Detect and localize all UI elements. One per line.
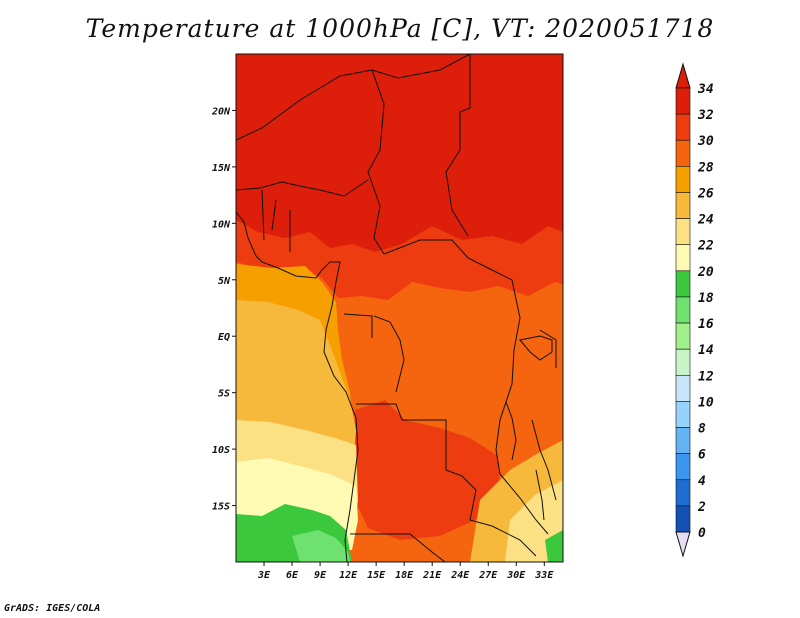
colorbar-label: 22: [697, 239, 714, 254]
lake-3: [519, 335, 553, 361]
lat-tick-label: 5N: [218, 276, 231, 287]
colorbar-swatch: [675, 113, 691, 141]
border-north-4: [236, 179, 369, 197]
colorbar-label: 32: [697, 108, 714, 123]
colorbar-label: 26: [697, 186, 714, 201]
colorbar-bottom-arrow: [675, 531, 691, 558]
colorbar-label: 20: [697, 265, 714, 280]
coastline-west: [236, 211, 359, 562]
lon-tick-label: 21E: [422, 570, 442, 581]
lon-tick-label: 27E: [478, 570, 498, 581]
colorbar-swatch: [675, 427, 691, 454]
border-8: [356, 403, 477, 521]
colorbar-label: 4: [698, 474, 706, 489]
grads-credit: GrADS: IGES/COLA: [4, 603, 101, 614]
map-borders: [236, 54, 557, 562]
colorbar-label: 10: [698, 395, 714, 410]
colorbar-label: 30: [697, 134, 714, 149]
longitude-axis: 3E 6E 9E 12E 15E 18E 21E 24E 27E 30E 33E: [257, 562, 554, 581]
colorbar-swatch: [675, 374, 691, 402]
colorbar-swatch: [675, 453, 691, 481]
colorbar-swatch: [675, 218, 691, 246]
border-5: [343, 313, 405, 393]
colorbar-swatch: [675, 322, 691, 350]
border-6: [383, 239, 513, 281]
field-20-east-band: [545, 530, 563, 562]
field-32-inner-band: [355, 400, 500, 540]
colorbar-swatch: [675, 166, 691, 193]
lon-tick-label: 9E: [314, 570, 327, 581]
colorbar-label: 2: [697, 500, 706, 515]
border-north-3: [367, 69, 385, 255]
colorbar-swatch: [675, 401, 691, 428]
colorbar-label: 16: [698, 317, 714, 332]
colorbar-swatch: [675, 348, 691, 376]
map-frame: [235, 53, 564, 563]
colorbar-label: 34: [697, 82, 714, 97]
border-11: [531, 329, 557, 501]
colorbar-label: 12: [698, 369, 714, 384]
field-18-band: [292, 530, 350, 562]
lon-tick-label: 12E: [339, 570, 358, 581]
colorbar-swatch: [675, 87, 691, 115]
lon-tick-label: 24E: [450, 570, 470, 581]
temperature-field: [236, 54, 563, 562]
colorbar-swatch: [675, 270, 691, 298]
colorbar-label: 28: [697, 160, 714, 175]
lon-tick-label: 3E: [257, 570, 271, 581]
lat-tick-label: 5S: [218, 389, 230, 400]
colorbar-swatch: [675, 505, 691, 533]
lat-tick-label: 10N: [212, 219, 231, 230]
border-10: [469, 473, 549, 557]
lon-tick-label: 6E: [286, 570, 299, 581]
colorbar-label: 8: [698, 422, 706, 437]
colorbar-label: 0: [698, 526, 706, 541]
lat-tick-label: 15N: [212, 163, 231, 174]
border-4: [261, 189, 291, 252]
border-7: [495, 279, 521, 475]
chart-title: Temperature at 1000hPa [C], VT: 20200517…: [85, 14, 715, 43]
lat-tick-label: 15S: [212, 502, 230, 513]
lon-tick-label: 33E: [534, 570, 554, 581]
lon-tick-label: 30E: [506, 570, 526, 581]
colorbar-label: 14: [698, 343, 714, 358]
lat-tick-label: 10S: [212, 445, 230, 456]
lat-tick-label: 20N: [211, 106, 231, 117]
colorbar-swatch: [675, 139, 691, 167]
border-north-2: [445, 54, 471, 237]
colorbar-label: 6: [698, 448, 706, 463]
lon-tick-label: 15E: [367, 570, 386, 581]
colorbar-swatch: [675, 192, 691, 219]
colorbar-swatch: [675, 244, 691, 272]
lake-1: [505, 401, 517, 461]
lake-2: [535, 469, 545, 521]
colorbar-top-arrow: [675, 62, 691, 89]
colorbar-label: 18: [698, 291, 714, 306]
lat-tick-label: EQ: [218, 332, 230, 343]
border-9: [350, 533, 446, 562]
border-north-1: [236, 54, 471, 141]
latitude-axis: 20N 15N 10N 5N EQ 5S 10S 15S: [211, 106, 236, 513]
lon-tick-label: 18E: [395, 570, 414, 581]
colorbar-swatch: [675, 479, 691, 507]
colorbar-label: 24: [697, 213, 714, 228]
colorbar-swatch: [675, 296, 691, 324]
